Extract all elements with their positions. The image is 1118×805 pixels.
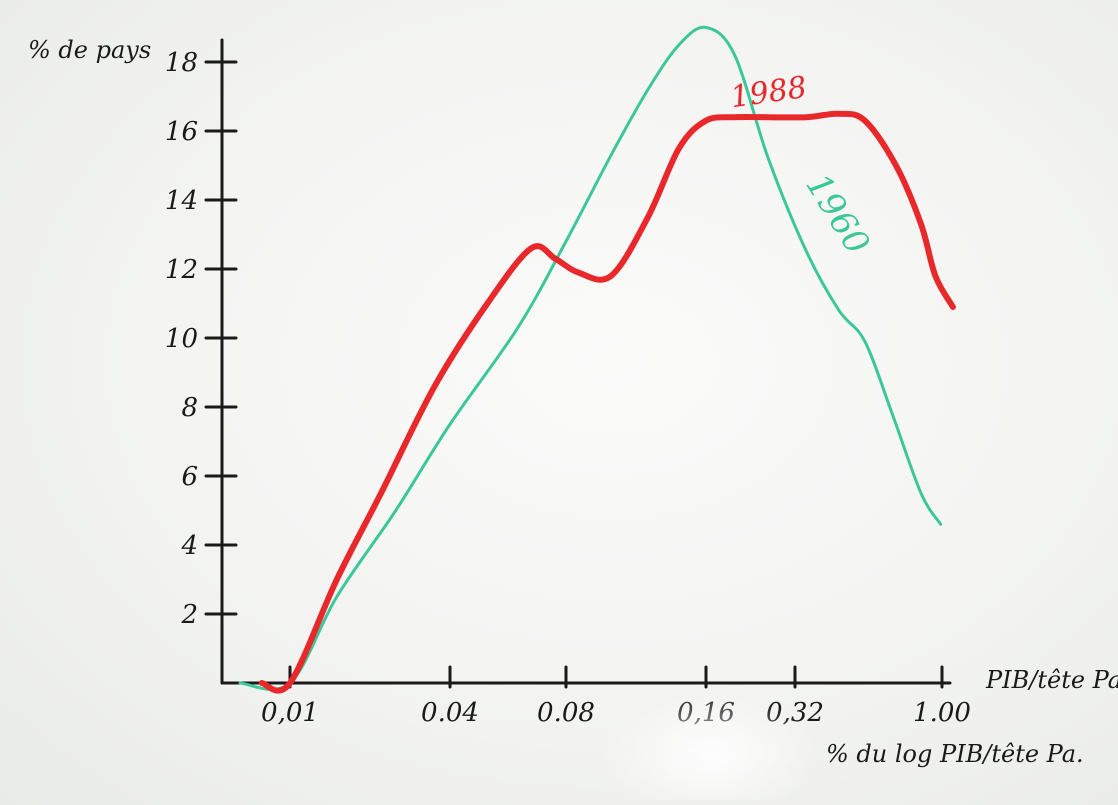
x-tick-label: 0.04	[421, 698, 479, 728]
x-tick-label: 0,32	[766, 698, 824, 728]
x-tick-label: 0,16	[677, 698, 735, 728]
chart-series	[238, 25, 956, 694]
y-tick-label: 12	[165, 255, 198, 285]
y-tick-label: 10	[165, 324, 198, 354]
chart-ticks: 2 4 6 8 10 12 14 16 18 0,01 0.04 0.08 0,16 0,32 1.00	[165, 48, 971, 728]
series-label-1960: 1960	[797, 167, 877, 262]
x-tick-label: 0.08	[537, 698, 595, 728]
x-tick-label: 0,01	[261, 698, 319, 728]
series-line-1960	[238, 25, 943, 691]
y-tick-label: 4	[180, 531, 198, 561]
y-tick-label: 14	[165, 186, 198, 216]
y-axis-title: % de pays	[28, 36, 151, 64]
y-tick-label: 18	[165, 48, 198, 78]
y-tick-label: 2	[180, 600, 198, 630]
series-line-1988	[258, 110, 956, 694]
chart-axes	[220, 38, 952, 685]
x-axis-title-right: PIB/tête Pa	[985, 666, 1118, 694]
y-tick-label: 16	[165, 117, 198, 147]
y-tick-label: 8	[181, 393, 198, 423]
x-axis-title-bottom: % du log PIB/tête Pa.	[826, 740, 1084, 768]
series-label-1988: 1988	[728, 70, 808, 115]
y-tick-label: 6	[181, 462, 198, 492]
x-tick-label: 1.00	[913, 698, 971, 728]
